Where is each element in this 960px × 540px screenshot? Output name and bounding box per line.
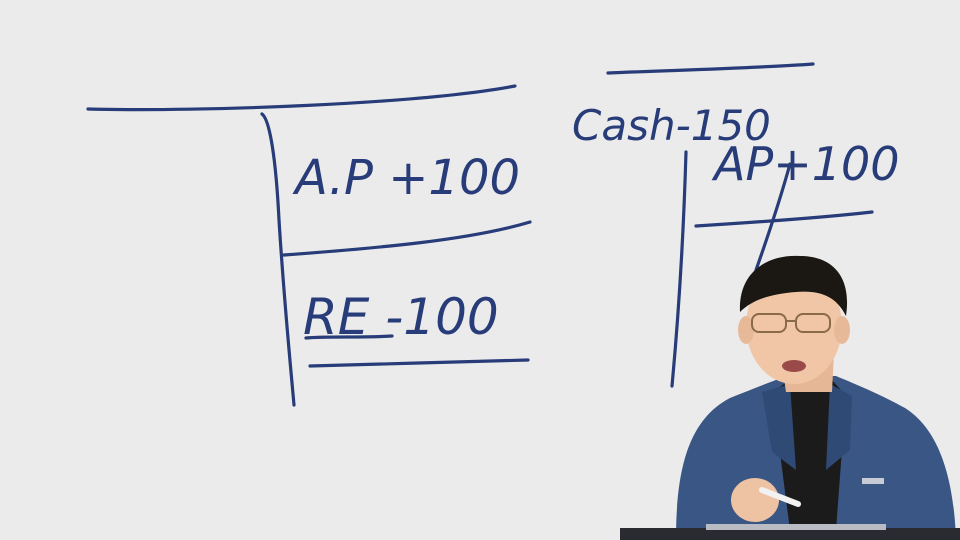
cash-minus-entry: Cash-150 [572, 101, 771, 150]
desk-edge [620, 528, 960, 540]
presenter-right-lapel [826, 384, 852, 470]
presenter-hand [731, 478, 779, 522]
left-t-bottom-underline [308, 358, 530, 368]
presenter-pen [759, 487, 801, 507]
ap-descender-stroke [754, 162, 792, 272]
presenter [676, 255, 956, 540]
presenter-right-ear [834, 316, 850, 344]
presenter-mouth [782, 360, 806, 372]
presenter-face [746, 268, 842, 384]
presenter-left-ear [738, 316, 754, 344]
right-t-top-line [606, 62, 815, 75]
presenter-glasses [751, 313, 831, 333]
ap-plus-right-entry: AP+100 [711, 137, 900, 191]
re-underline [304, 334, 394, 340]
left-t-mid-underline [282, 220, 532, 257]
left-t-vertical-line [260, 112, 296, 407]
left-t-top-line [86, 84, 517, 112]
right-t-underline [694, 210, 874, 228]
presenter-lapel-pin [862, 478, 884, 484]
presenter-left-lapel [762, 384, 796, 470]
ap-plus-entry: A.P +100 [292, 150, 520, 206]
right-t-vertical-line [670, 150, 688, 388]
laptop-edge [706, 524, 886, 530]
left-t-account: A.P +100 RE -100 [86, 84, 532, 407]
presenter-hair [739, 255, 848, 316]
right-t-account: Cash-150 AP+100 [572, 62, 900, 388]
